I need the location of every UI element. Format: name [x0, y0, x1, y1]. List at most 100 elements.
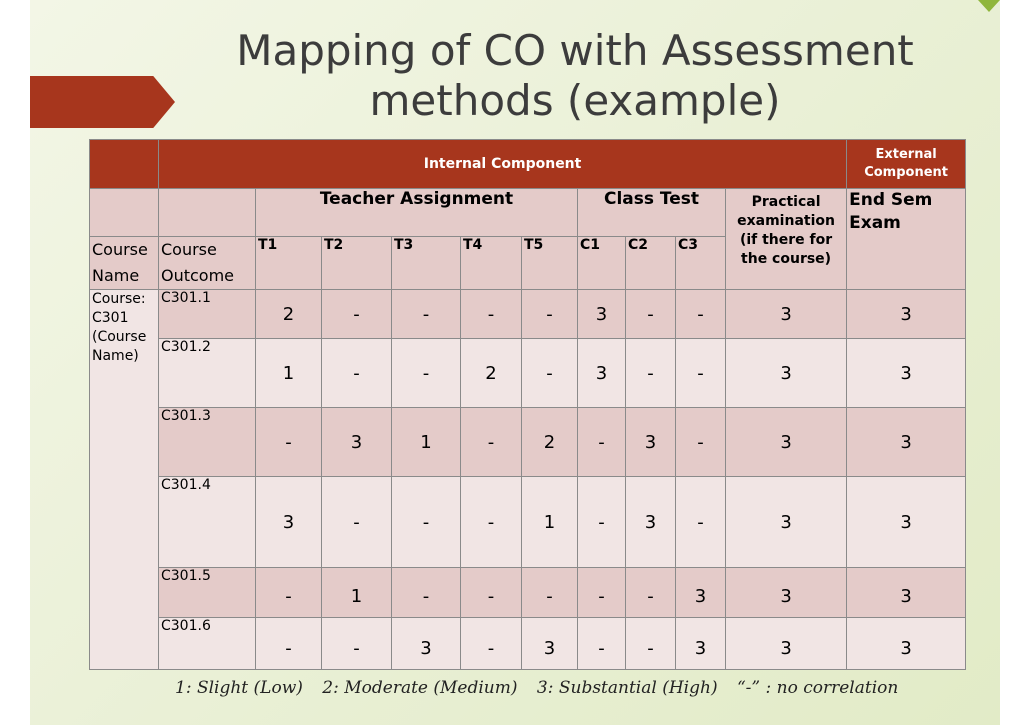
sub-header-c3: C3: [675, 236, 726, 290]
value-cell: 3: [521, 617, 578, 670]
course-outcome-cell: C301.4: [158, 476, 256, 568]
value-cell: 3: [724, 407, 848, 477]
value-cell: -: [321, 476, 392, 568]
value-cell: -: [577, 567, 626, 618]
value-cell: 3: [391, 617, 461, 670]
value-cell: -: [460, 476, 522, 568]
value-cell: 3: [625, 407, 676, 477]
table-row: C301.2 1 - - 2 - 3 - - 3 3: [89, 338, 967, 408]
value-cell: -: [460, 289, 522, 339]
value-cell: 3: [724, 338, 848, 408]
value-cell: -: [460, 617, 522, 670]
value-cell: 3: [625, 476, 676, 568]
value-cell: -: [391, 567, 461, 618]
sub-header-t3: T3: [391, 236, 461, 290]
value-cell: 2: [255, 289, 322, 339]
external-component-header: External Component: [846, 139, 967, 189]
value-cell: -: [460, 407, 522, 477]
value-cell: 1: [391, 407, 461, 477]
co-mapping-table: Internal Component External Component Te…: [89, 139, 967, 670]
value-cell: 3: [724, 289, 848, 339]
title-line-1: Mapping of CO with Assessment: [236, 26, 914, 75]
value-cell: -: [321, 617, 392, 670]
value-cell: -: [521, 567, 578, 618]
practical-exam-header: Practical examination (if there for the …: [724, 188, 848, 290]
group-blank-cell: [158, 188, 256, 237]
value-cell: -: [521, 338, 578, 408]
value-cell: -: [521, 289, 578, 339]
table-row: C301.6 - - 3 - 3 - - 3 3 3: [89, 617, 967, 670]
value-cell: 1: [521, 476, 578, 568]
slide-title: Mapping of CO with Assessment methods (e…: [190, 26, 960, 126]
value-cell: -: [625, 617, 676, 670]
sub-header-c2: C2: [625, 236, 676, 290]
value-cell: 3: [675, 567, 726, 618]
course-name-cell: Course: C301 (Course Name): [89, 289, 159, 670]
value-cell: -: [577, 476, 626, 568]
legend-item-no-correlation: “-” : no correlation: [736, 678, 899, 698]
sub-header-t4: T4: [460, 236, 522, 290]
value-cell: -: [577, 407, 626, 477]
value-cell: 3: [675, 617, 726, 670]
value-cell: -: [625, 338, 676, 408]
value-cell: 3: [846, 567, 967, 618]
value-cell: -: [255, 567, 322, 618]
sub-header-t5: T5: [521, 236, 578, 290]
value-cell: -: [675, 476, 726, 568]
value-cell: -: [675, 407, 726, 477]
value-cell: 3: [724, 617, 848, 670]
value-cell: 2: [460, 338, 522, 408]
course-outcome-cell: C301.6: [158, 617, 256, 670]
title-line-2: methods (example): [369, 76, 781, 125]
value-cell: 3: [255, 476, 322, 568]
value-cell: 3: [846, 476, 967, 568]
value-cell: -: [321, 338, 392, 408]
value-cell: 3: [724, 567, 848, 618]
value-cell: -: [625, 567, 676, 618]
value-cell: -: [391, 289, 461, 339]
course-outcome-cell: C301.2: [158, 338, 256, 408]
header-row-groups: Teacher Assignment Class Test Practical …: [89, 188, 967, 290]
course-outcome-cell: C301.3: [158, 407, 256, 477]
course-outcome-label: Course Outcome: [158, 236, 256, 290]
value-cell: -: [675, 338, 726, 408]
value-cell: -: [321, 289, 392, 339]
course-outcome-cell: C301.5: [158, 567, 256, 618]
end-sem-exam-header: End Sem Exam: [846, 188, 967, 290]
value-cell: -: [625, 289, 676, 339]
value-cell: 2: [521, 407, 578, 477]
class-test-header: Class Test: [577, 188, 726, 237]
value-cell: -: [391, 476, 461, 568]
value-cell: 1: [321, 567, 392, 618]
header-blank-cell: [89, 139, 159, 189]
value-cell: -: [675, 289, 726, 339]
group-blank-cell: [89, 188, 159, 237]
sub-header-t1: T1: [255, 236, 322, 290]
value-cell: 3: [577, 289, 626, 339]
corner-triangle-decoration: [978, 0, 1000, 12]
table-row: C301.4 3 - - - 1 - 3 - 3 3: [89, 476, 967, 568]
course-outcome-cell: C301.1: [158, 289, 256, 339]
legend-item-moderate: 2: Moderate (Medium): [322, 678, 518, 698]
value-cell: -: [255, 407, 322, 477]
value-cell: 3: [846, 338, 967, 408]
value-cell: 3: [846, 407, 967, 477]
value-cell: -: [460, 567, 522, 618]
value-cell: 1: [255, 338, 322, 408]
internal-component-header: Internal Component: [157, 139, 848, 189]
value-cell: 3: [724, 476, 848, 568]
course-name-label: Course Name: [89, 236, 159, 290]
sub-header-c1: C1: [577, 236, 626, 290]
value-cell: -: [577, 617, 626, 670]
value-cell: 3: [846, 289, 967, 339]
table-row: Course: C301 (Course Name) C301.1 2 - - …: [89, 289, 967, 670]
value-cell: 3: [846, 617, 967, 670]
value-cell: -: [255, 617, 322, 670]
teacher-assignment-header: Teacher Assignment: [255, 188, 578, 237]
legend-item-slight: 1: Slight (Low): [175, 678, 303, 698]
value-cell: -: [391, 338, 461, 408]
table-row: C301.3 - 3 1 - 2 - 3 - 3 3: [89, 407, 967, 477]
legend: 1: Slight (Low) 2: Moderate (Medium) 3: …: [175, 678, 975, 698]
header-row-components: Internal Component External Component: [89, 139, 967, 189]
legend-item-substantial: 3: Substantial (High): [536, 678, 718, 698]
